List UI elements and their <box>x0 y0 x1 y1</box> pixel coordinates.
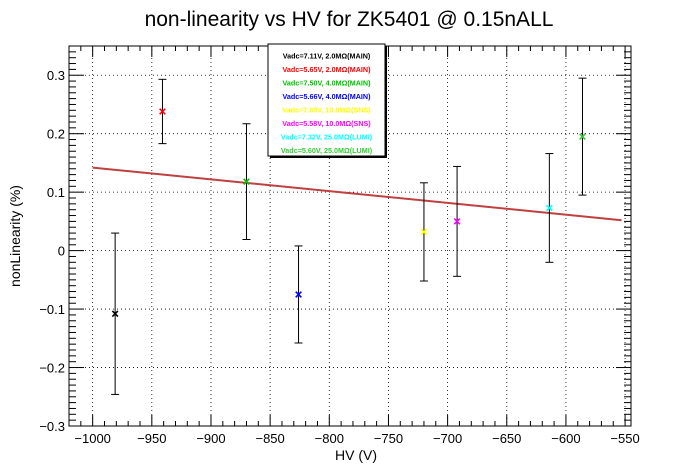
x-tick-label: −900 <box>196 431 225 446</box>
legend: Vadc=7.11V, 2.0MΩ(MAIN) Vadc=5.65V, 2.0MΩ… <box>267 43 387 158</box>
data-point <box>243 178 250 185</box>
legend-entry: Vadc=7.11V, 2.0MΩ(MAIN) <box>283 52 371 61</box>
y-tick-label: 0.1 <box>47 185 65 200</box>
legend-entry: Vadc=5.66V, 4.0MΩ(MAIN) <box>283 92 372 101</box>
data-point <box>420 228 428 236</box>
legend-entry: Vadc=5.58V, 10.0MΩ(SNS) <box>282 119 371 128</box>
legend-entry: Vadc=5.65V, 2.0MΩ(MAIN) <box>283 65 372 74</box>
x-tick-label: −600 <box>551 431 580 446</box>
data-point <box>453 218 461 225</box>
data-points <box>111 77 587 395</box>
x-tick-label: −650 <box>492 431 521 446</box>
data-point <box>159 108 166 115</box>
legend-entry: Vadc=5.60V, 25.0MΩ(LUMI) <box>281 146 373 155</box>
data-point-stroke <box>159 108 166 115</box>
x-tick-label: −800 <box>315 431 344 446</box>
data-point <box>579 133 586 140</box>
y-tick-label: −0.1 <box>39 302 65 317</box>
x-tick-label: −550 <box>610 431 639 446</box>
y-axis-label: nonLinearity (%) <box>7 185 23 287</box>
data-point-stroke <box>243 178 250 185</box>
x-tick-label: −850 <box>255 431 284 446</box>
y-tick-label: 0.2 <box>47 127 65 142</box>
data-point <box>545 204 553 212</box>
x-axis: −1000 −950 −900 −850 −800 −750 −700 −650 −600 −55… <box>68 46 640 446</box>
legend-entry: Vadc=7.50V, 4.0MΩ(MAIN) <box>283 79 372 88</box>
data-point <box>295 291 302 298</box>
data-point-stroke <box>579 133 586 140</box>
fit-line <box>92 166 622 222</box>
chart-title: non-linearity vs HV for ZK5401 @ 0.15nAL… <box>145 8 554 31</box>
x-tick-label: −750 <box>374 431 403 446</box>
fit-line-group <box>92 166 622 222</box>
legend-box <box>267 43 386 157</box>
data-point-stroke <box>295 291 302 298</box>
x-axis-label: HV (V) <box>335 447 377 463</box>
data-point-stroke <box>545 204 553 212</box>
data-point <box>111 310 119 318</box>
x-tick-label: −700 <box>433 431 462 446</box>
legend-entry: Vadc=7.60V, 10.0MΩ(SNS) <box>282 106 371 115</box>
y-tick-label: 0 <box>58 244 65 259</box>
y-axis: −0.3 −0.2 −0.1 0 0.1 0.2 0.3 <box>39 45 631 434</box>
legend-entry: Vadc=7.32V, 25.0MΩ(LUMI) <box>281 133 373 142</box>
data-point-stroke <box>420 228 428 236</box>
x-tick-label: −1000 <box>74 431 111 446</box>
data-point-stroke <box>453 218 461 225</box>
y-tick-label: −0.2 <box>39 361 65 376</box>
y-tick-label: 0.3 <box>47 68 65 83</box>
y-tick-label: −0.3 <box>39 419 65 434</box>
x-tick-label: −950 <box>137 431 166 446</box>
data-point-stroke <box>111 310 119 318</box>
